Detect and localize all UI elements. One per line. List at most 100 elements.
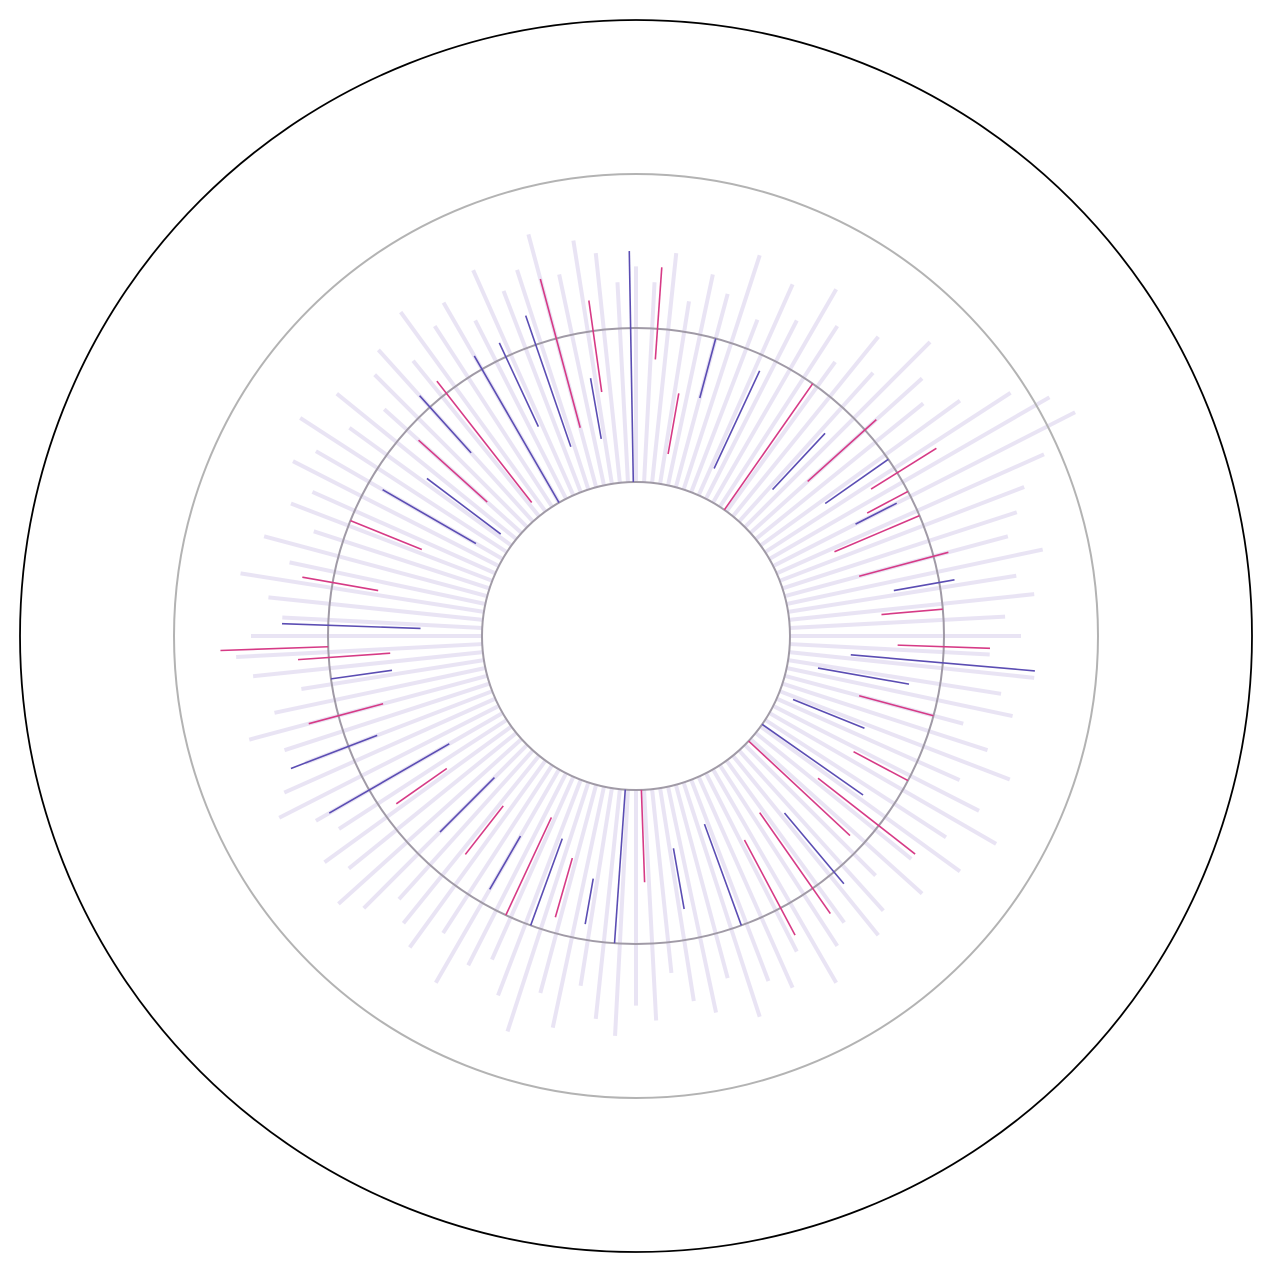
ring [173, 173, 1099, 1099]
background-bar [538, 784, 599, 994]
segment [667, 393, 680, 455]
segment [628, 251, 635, 483]
background-bar [666, 786, 719, 1014]
background-bar [718, 324, 839, 508]
background-bar [731, 754, 880, 937]
background-bar [689, 779, 771, 982]
background-bar [282, 615, 483, 630]
background-bar [673, 784, 730, 979]
background-bar [781, 681, 989, 753]
background-bar [593, 788, 622, 1020]
segment [853, 750, 909, 782]
background-bar [274, 666, 486, 715]
background-bar [759, 399, 962, 548]
background-bar [724, 759, 846, 924]
segment [807, 419, 877, 483]
segment [529, 838, 564, 926]
background-bar [471, 269, 576, 497]
segment [330, 669, 393, 680]
segment [584, 878, 595, 925]
segment [588, 300, 603, 393]
background-bar [696, 775, 795, 989]
background-bar [718, 764, 839, 948]
background-bar [775, 452, 1045, 576]
background-bar [787, 658, 1002, 696]
segment [713, 370, 761, 469]
background-bar [268, 595, 484, 622]
background-bar [441, 764, 554, 935]
background-bar [650, 788, 674, 974]
background-bar [283, 681, 491, 753]
background-bar [754, 401, 925, 541]
background-bar [323, 724, 513, 864]
background-bar [749, 737, 924, 896]
segment [281, 622, 421, 630]
segment [350, 519, 423, 551]
segment [220, 645, 329, 652]
segment [881, 608, 943, 616]
segment [554, 857, 574, 918]
background-bar [433, 324, 554, 508]
background-bar [681, 781, 762, 1018]
background-bar [550, 786, 606, 1029]
background-bar [348, 426, 513, 548]
segment [473, 355, 560, 504]
segment [850, 653, 1035, 672]
background-bar [593, 252, 622, 484]
segment [761, 723, 864, 796]
ring [481, 481, 791, 791]
background-bar [786, 666, 1014, 719]
background-bar [496, 779, 583, 997]
background-bar [236, 642, 483, 659]
segment [328, 743, 450, 814]
background-bar [642, 282, 657, 483]
background-bar [737, 749, 885, 913]
background-bar [789, 642, 990, 657]
ring [327, 327, 945, 945]
segment [654, 267, 663, 360]
background-bar [658, 787, 696, 1002]
segment [418, 439, 488, 503]
background-bar [711, 768, 838, 984]
background-bar [411, 359, 541, 518]
background-bar [711, 288, 838, 504]
background-bar [347, 731, 518, 871]
background-bar [505, 781, 591, 1033]
segment [419, 395, 472, 454]
background-bar [397, 749, 535, 901]
segment [834, 514, 920, 553]
segment [382, 489, 477, 545]
segment [439, 776, 496, 833]
segment [498, 342, 540, 427]
background-bar [278, 704, 500, 820]
background-bar [252, 650, 484, 679]
segment [817, 667, 910, 685]
segment [290, 734, 378, 770]
segment [308, 702, 384, 725]
background-bar [781, 510, 1018, 591]
background-bar [772, 410, 1076, 568]
background-bar [786, 547, 1044, 606]
background-bar [731, 335, 880, 518]
background-bar [743, 340, 932, 529]
background-bar [337, 737, 523, 906]
background-bar [613, 789, 630, 1036]
background-bar [289, 560, 486, 606]
background-bar [779, 689, 1011, 782]
background-bar [789, 614, 1006, 630]
background-bar [335, 392, 518, 541]
segment [866, 490, 909, 514]
segment [858, 695, 934, 717]
background-bar [788, 592, 1035, 622]
segment [897, 644, 991, 650]
background-bar [772, 704, 980, 813]
background-bar [759, 724, 962, 873]
background-bar [408, 759, 548, 949]
segment [589, 378, 603, 439]
segment [817, 777, 916, 855]
segment [870, 447, 937, 490]
segment [699, 338, 717, 399]
background-bar [650, 252, 679, 484]
background-bar [681, 254, 762, 491]
